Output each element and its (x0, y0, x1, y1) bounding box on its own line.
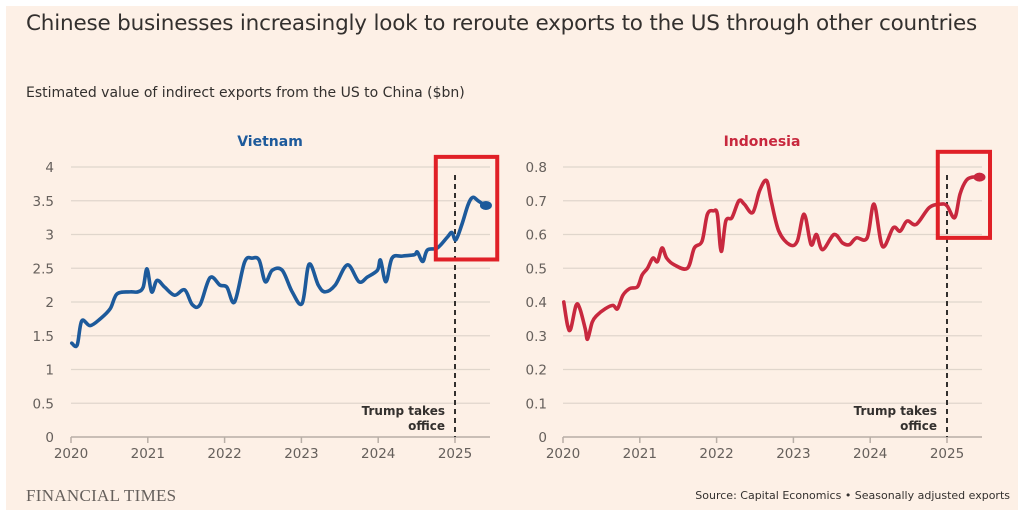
x-tick-label: 2022 (207, 446, 241, 462)
y-tick-label: 0.5 (33, 396, 54, 412)
x-tick-label: 2022 (699, 446, 733, 462)
annotation-label-line1: Trump takes (362, 404, 445, 418)
chart-panel (6, 6, 1018, 510)
x-tick-label: 2020 (546, 446, 580, 462)
annotation-label-line2: office (408, 419, 445, 433)
y-tick-label: 2.5 (33, 261, 54, 277)
y-tick-label: 0.2 (526, 363, 547, 379)
x-tick-label: 2021 (131, 446, 165, 462)
y-tick-label: 0.7 (526, 194, 547, 210)
y-tick-label: 0.3 (526, 329, 547, 345)
x-tick-label: 2025 (438, 446, 472, 462)
chart-subtitle: Estimated value of indirect exports from… (26, 85, 465, 101)
y-tick-label: 0.6 (526, 228, 547, 244)
vietnam-chart: Vietnam 0 0.5 1 1.5 2 2.5 3 3.5 4 2020 2021 2022 2023… (33, 134, 500, 462)
y-tick-label: 0.5 (526, 261, 547, 277)
y-tick-label: 0 (45, 430, 54, 446)
annotation-label-line1: Trump takes (854, 404, 937, 418)
y-tick-label: 0.4 (526, 295, 547, 311)
vietnam-panel-title: Vietnam (237, 134, 303, 150)
vietnam-series-line (69, 195, 487, 349)
indonesia-panel-title: Indonesia (724, 134, 801, 150)
x-tick-label: 2024 (361, 446, 395, 462)
vietnam-end-point (479, 200, 492, 210)
x-tick-label: 2023 (776, 446, 810, 462)
source-note: Source: Capital Economics • Seasonally a… (695, 489, 1010, 502)
y-tick-label: 0.1 (526, 396, 547, 412)
y-tick-label: 0.8 (526, 160, 547, 176)
y-tick-label: 1.5 (33, 329, 54, 345)
y-tick-label: 0 (538, 430, 547, 446)
x-tick-label: 2023 (284, 446, 318, 462)
x-tick-label: 2024 (853, 446, 887, 462)
y-tick-label: 3 (45, 228, 54, 244)
y-tick-label: 3.5 (33, 194, 54, 210)
y-tick-label: 1 (45, 363, 54, 379)
ft-logo: FINANCIAL TIMES (26, 486, 177, 505)
annotation-label-line2: office (900, 419, 937, 433)
x-tick-label: 2021 (623, 446, 657, 462)
vietnam-highlight-box (433, 154, 500, 262)
chart-title: Chinese businesses increasingly look to … (26, 11, 978, 36)
y-tick-label: 4 (45, 160, 54, 176)
x-tick-label: 2020 (54, 446, 88, 462)
indonesia-highlight-box (935, 149, 993, 240)
indonesia-series-line (561, 175, 981, 342)
indonesia-end-point (973, 172, 986, 182)
y-tick-label: 2 (45, 295, 54, 311)
indonesia-chart: Indonesia 0 0.1 0.2 0.3 0.4 0.5 0.6 0.7 0.8 2020 20… (526, 134, 993, 462)
x-tick-label: 2025 (930, 446, 964, 462)
